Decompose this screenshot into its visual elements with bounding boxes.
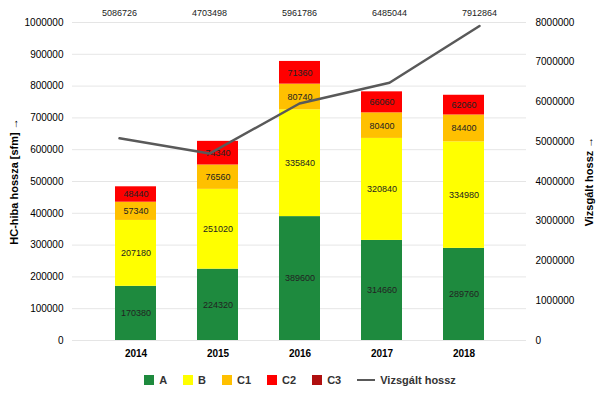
svg-text:2015: 2015 xyxy=(207,348,230,359)
svg-text:2000000: 2000000 xyxy=(536,255,575,266)
svg-text:320840: 320840 xyxy=(367,184,397,194)
svg-text:314660: 314660 xyxy=(367,285,397,295)
svg-text:5086726: 5086726 xyxy=(102,8,137,18)
svg-text:74340: 74340 xyxy=(205,148,231,159)
svg-text:6485044: 6485044 xyxy=(372,8,407,18)
svg-text:100000: 100000 xyxy=(30,303,64,314)
svg-text:900000: 900000 xyxy=(30,49,64,60)
svg-text:334980: 334980 xyxy=(449,190,479,200)
svg-text:71360: 71360 xyxy=(287,68,312,78)
html-text:A: A xyxy=(159,373,168,386)
svg-text:335840: 335840 xyxy=(285,158,315,168)
svg-text:389600: 389600 xyxy=(285,273,315,283)
svg-text:2016: 2016 xyxy=(289,348,312,359)
svg-text:3000000: 3000000 xyxy=(536,215,575,226)
svg-text:4000000: 4000000 xyxy=(536,176,575,187)
svg-text:76560: 76560 xyxy=(205,172,230,182)
svg-text:2014: 2014 xyxy=(125,348,148,359)
svg-text:200000: 200000 xyxy=(30,271,64,282)
svg-text:207180: 207180 xyxy=(121,248,151,258)
svg-text:2017: 2017 xyxy=(371,348,394,359)
svg-text:7000000: 7000000 xyxy=(536,56,575,67)
svg-text:224320: 224320 xyxy=(203,300,233,310)
svg-text:62060: 62060 xyxy=(451,100,476,110)
svg-text:80740: 80740 xyxy=(287,91,313,102)
svg-text:Vizsgált hossz →: Vizsgált hossz → xyxy=(583,137,595,227)
svg-text:57340: 57340 xyxy=(123,206,148,216)
svg-text:251020: 251020 xyxy=(203,224,233,234)
svg-text:4703498: 4703498 xyxy=(192,8,227,18)
svg-text:80400: 80400 xyxy=(369,121,394,131)
html-text:B: B xyxy=(198,373,206,386)
svg-text:289760: 289760 xyxy=(449,289,479,299)
html-text:C1: C1 xyxy=(237,373,252,386)
svg-text:170380: 170380 xyxy=(121,308,151,318)
svg-text:66060: 66060 xyxy=(369,97,394,107)
svg-text:48440: 48440 xyxy=(123,189,148,199)
svg-text:5961786: 5961786 xyxy=(282,8,317,18)
svg-text:700000: 700000 xyxy=(30,112,64,123)
html-text:Vizsgált hossz: Vizsgált hossz xyxy=(380,373,456,386)
svg-text:300000: 300000 xyxy=(30,239,64,250)
svg-text:2018: 2018 xyxy=(453,348,476,359)
svg-text:6000000: 6000000 xyxy=(536,96,575,107)
svg-text:84400: 84400 xyxy=(451,123,476,133)
svg-text:HC-hiba hossza [sfm] →: HC-hiba hossza [sfm] → xyxy=(8,118,20,245)
svg-text:600000: 600000 xyxy=(30,144,64,155)
svg-text:400000: 400000 xyxy=(30,208,64,219)
html-text:C3: C3 xyxy=(327,373,342,386)
svg-text:800000: 800000 xyxy=(30,80,64,91)
svg-text:0: 0 xyxy=(536,335,542,346)
svg-text:1000000: 1000000 xyxy=(536,295,575,306)
svg-text:500000: 500000 xyxy=(30,176,64,187)
svg-text:7912864: 7912864 xyxy=(462,8,497,18)
html-text:C2: C2 xyxy=(282,373,297,386)
svg-text:0: 0 xyxy=(58,335,64,346)
svg-text:5000000: 5000000 xyxy=(536,136,575,147)
svg-text:1000000: 1000000 xyxy=(25,17,64,28)
svg-text:8000000: 8000000 xyxy=(536,17,575,28)
